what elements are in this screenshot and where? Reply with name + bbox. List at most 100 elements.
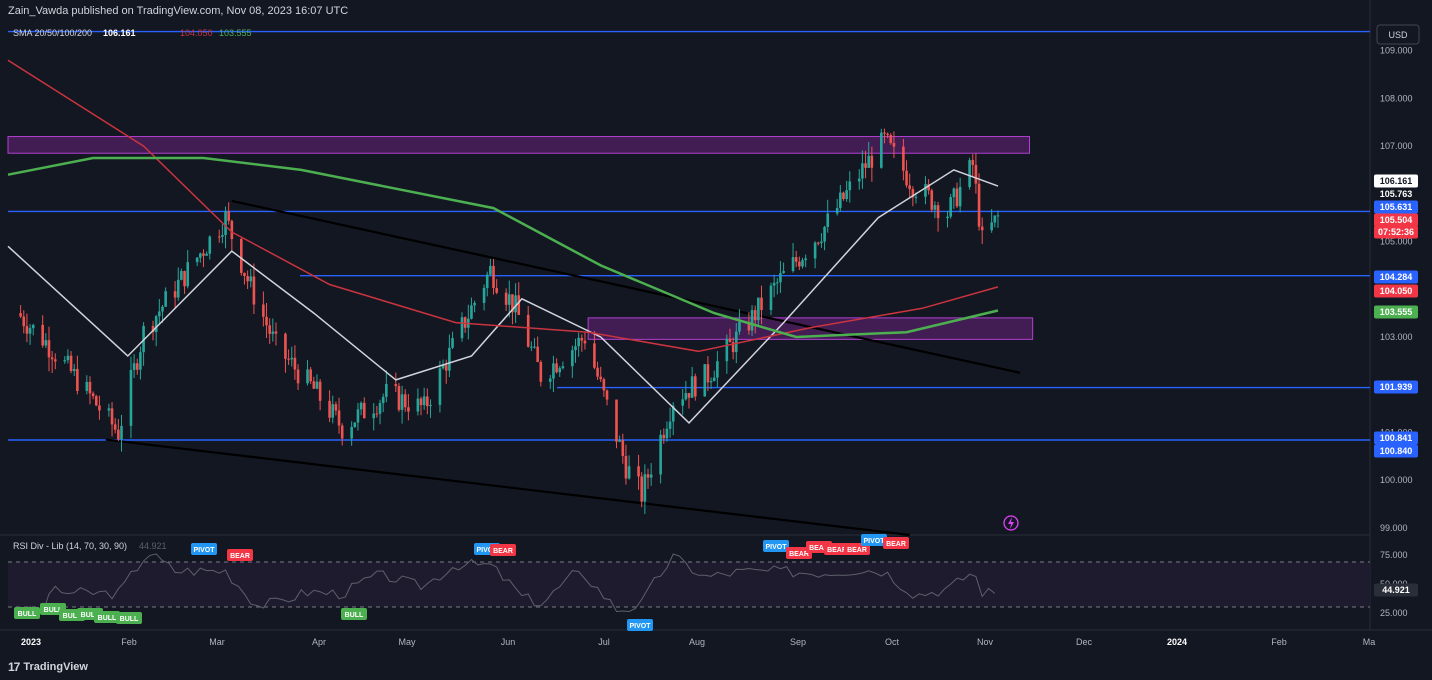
price-label: 100.841 bbox=[1374, 431, 1418, 445]
trendline-0 bbox=[231, 199, 1021, 374]
candle-body bbox=[296, 369, 300, 384]
sma-line-2 bbox=[7, 156, 999, 339]
candle-body bbox=[750, 310, 754, 331]
time-tick: Oct bbox=[885, 637, 900, 647]
candle-body bbox=[955, 188, 959, 207]
time-axis[interactable]: 2023 Feb Mar Apr May Jun Jul Aug Sep Oct Nov Dec 202… bbox=[21, 637, 1375, 647]
candle-body bbox=[971, 160, 975, 165]
signal-bull: BULL bbox=[14, 607, 40, 619]
candle-body bbox=[441, 365, 445, 369]
candle-body bbox=[845, 190, 848, 200]
candle-body bbox=[561, 366, 565, 369]
signal-bear: BEAR bbox=[824, 543, 850, 555]
price-axis[interactable]: 109.000108.000107.000105.000103.000101.0… bbox=[1374, 46, 1418, 618]
candles bbox=[19, 128, 1000, 514]
candle-body bbox=[120, 425, 123, 440]
price-tick: 107.000 bbox=[1380, 141, 1413, 151]
sma-legend-label: SMA 20/50/100/200 bbox=[13, 28, 92, 38]
price-label-text: 07:52:36 bbox=[1378, 227, 1414, 237]
signal-text: BEAR bbox=[230, 553, 250, 560]
candle-body bbox=[340, 425, 344, 439]
candle-body bbox=[31, 324, 35, 329]
candle-body bbox=[240, 239, 243, 273]
signal-text: BEAR bbox=[827, 547, 847, 554]
candle-body bbox=[19, 313, 22, 317]
candle-body bbox=[555, 363, 558, 373]
candle-body bbox=[221, 234, 224, 237]
candle-body bbox=[747, 321, 751, 331]
price-tick: 108.000 bbox=[1380, 93, 1413, 103]
candle-body bbox=[217, 236, 221, 238]
candle-body bbox=[690, 376, 694, 398]
candle-body bbox=[98, 405, 101, 411]
price-label-text: 104.050 bbox=[1380, 286, 1413, 296]
signal-badge bbox=[883, 537, 909, 549]
sma-legend[interactable]: SMA 20/50/100/200 106.161 104.050 103.55… bbox=[13, 28, 252, 38]
signal-bull: BULL bbox=[94, 611, 120, 623]
rsi-tick: 75.000 bbox=[1380, 550, 1408, 560]
zone-1 bbox=[587, 317, 1034, 340]
candle-body bbox=[703, 364, 707, 397]
candle-body bbox=[662, 434, 666, 439]
candle-body bbox=[769, 285, 773, 311]
candle-body bbox=[738, 321, 741, 332]
candle-body bbox=[911, 189, 915, 198]
candle-body bbox=[274, 331, 278, 334]
signal-badge bbox=[14, 607, 40, 619]
time-tick: Nov bbox=[977, 637, 994, 647]
candle-body bbox=[306, 369, 309, 384]
candle-body bbox=[946, 216, 949, 219]
signal-text: BULL bbox=[44, 607, 63, 614]
zone-0 bbox=[7, 136, 1030, 154]
candle-body bbox=[448, 347, 451, 371]
candle-body bbox=[183, 271, 186, 287]
currency-label: USD bbox=[1388, 30, 1408, 40]
candle-body bbox=[205, 253, 208, 256]
candle-body bbox=[621, 440, 625, 456]
signal-badge bbox=[94, 611, 120, 623]
signal-badge bbox=[490, 544, 516, 556]
candle-body bbox=[293, 357, 297, 370]
candle-body bbox=[113, 424, 117, 430]
lightning-icon[interactable] bbox=[1003, 515, 1019, 531]
sma200-value: 103.555 bbox=[219, 28, 252, 38]
candle-body bbox=[422, 396, 426, 406]
candle-body bbox=[161, 306, 164, 312]
candle-body bbox=[990, 222, 993, 231]
candle-body bbox=[403, 394, 407, 408]
candle-body bbox=[615, 399, 618, 442]
candle-body bbox=[262, 304, 265, 317]
signal-text: BEAR bbox=[789, 551, 809, 558]
candle-body bbox=[135, 363, 139, 370]
candle-body bbox=[980, 226, 984, 231]
price-label-text: 100.841 bbox=[1380, 433, 1413, 443]
tradingview-logo-icon: 17 bbox=[8, 660, 20, 674]
candle-body bbox=[482, 287, 486, 303]
candle-body bbox=[880, 132, 883, 168]
candle-body bbox=[539, 362, 543, 382]
signal-badge bbox=[191, 543, 217, 555]
candle-body bbox=[495, 288, 498, 293]
candle-body bbox=[492, 265, 495, 289]
time-tick: 2024 bbox=[1167, 637, 1187, 647]
candle-body bbox=[530, 346, 533, 348]
currency-button[interactable] bbox=[1376, 24, 1420, 45]
price-label: 105.763 bbox=[1374, 187, 1418, 201]
price-label: 44.921 bbox=[1374, 583, 1418, 597]
candle-body bbox=[489, 265, 492, 275]
tradingview-footer[interactable]: 17 TradingView bbox=[8, 660, 88, 674]
rsi-legend[interactable]: RSI Div - Lib (14, 70, 30, 90) 44.921 bbox=[13, 541, 167, 551]
signal-badge bbox=[786, 547, 812, 559]
candle-body bbox=[243, 272, 246, 276]
candle-body bbox=[246, 275, 249, 282]
candle-body bbox=[473, 302, 476, 306]
price-label-text: 105.763 bbox=[1380, 189, 1413, 199]
candle-body bbox=[668, 421, 672, 429]
candle-body bbox=[908, 185, 911, 190]
candle-body bbox=[249, 276, 253, 282]
candle-body bbox=[25, 326, 29, 334]
price-tick: 103.000 bbox=[1380, 332, 1413, 342]
candle-body bbox=[334, 404, 338, 411]
candle-body bbox=[779, 273, 782, 283]
